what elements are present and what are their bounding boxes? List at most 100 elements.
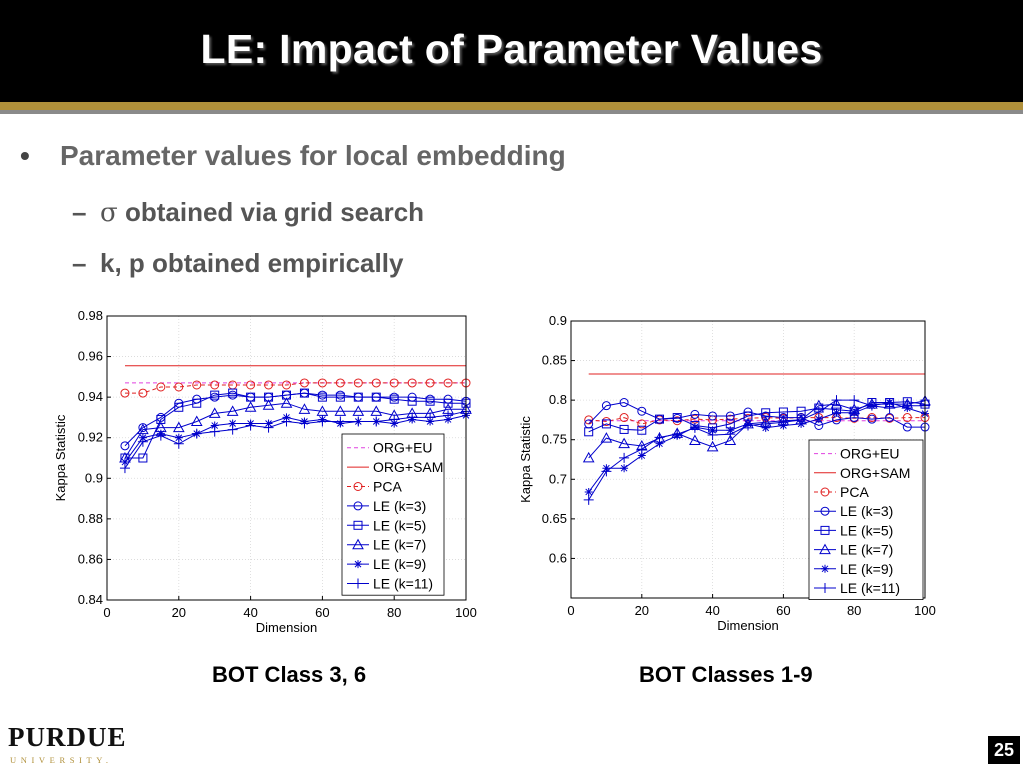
legend-label: LE (k=11)	[840, 580, 900, 596]
marker-square	[655, 414, 664, 424]
legend-label: ORG+EU	[373, 440, 433, 456]
marker-square	[246, 392, 256, 402]
marker-plus	[299, 418, 310, 429]
title-bar	[0, 0, 1023, 102]
marker-plus	[389, 414, 400, 425]
x-tick-label: 0	[567, 603, 574, 618]
marker-circle	[264, 380, 274, 390]
marker-circle	[708, 411, 718, 421]
marker-circle	[299, 378, 309, 388]
marker-circle	[637, 419, 647, 429]
logo-subtitle: UNIVERSITY.	[10, 755, 113, 765]
marker-circle	[619, 413, 629, 423]
marker-plus	[672, 429, 683, 440]
sub-bullet-dash: –	[72, 197, 87, 227]
marker-plus	[263, 422, 274, 433]
marker-plus	[725, 429, 736, 440]
marker-circle	[371, 378, 381, 388]
legend-label: PCA	[373, 479, 402, 495]
y-tick-label: 0.96	[78, 349, 103, 364]
marker-circle	[120, 441, 130, 451]
marker-plus	[636, 444, 647, 455]
marker-circle	[690, 409, 700, 419]
marker-triangle	[190, 415, 203, 426]
legend-label: ORG+EU	[840, 446, 900, 462]
marker-square	[174, 402, 184, 412]
marker-plus	[707, 429, 718, 440]
marker-plus	[820, 583, 830, 593]
marker-square	[584, 427, 594, 437]
x-tick-label: 80	[387, 605, 401, 620]
marker-circle	[156, 382, 166, 392]
marker-circle	[443, 378, 453, 388]
marker-plus	[371, 416, 382, 427]
marker-circle	[335, 378, 345, 388]
marker-triangle	[582, 451, 595, 463]
series-line	[588, 399, 925, 501]
x-tick-label: 40	[705, 603, 719, 618]
x-tick-label: 0	[103, 605, 110, 620]
x-axis-label: Dimension	[256, 620, 317, 635]
axes-box	[570, 320, 926, 599]
marker-plus	[425, 412, 436, 423]
marker-plus	[191, 428, 202, 439]
marker-plus	[884, 403, 895, 414]
marker-plus	[353, 416, 364, 427]
legend-label: ORG+SAM	[373, 459, 443, 475]
series-line	[124, 414, 467, 463]
marker-circle	[210, 380, 220, 390]
marker-circle	[725, 414, 735, 424]
x-tick-label: 100	[455, 605, 477, 620]
marker-circle	[820, 506, 830, 516]
marker-plus	[778, 417, 789, 428]
marker-circle	[317, 378, 327, 388]
title-underline-gold	[0, 102, 1023, 110]
y-tick-label: 0.9	[85, 470, 103, 485]
y-tick-label: 0.7	[549, 471, 567, 486]
marker-plus	[335, 416, 346, 427]
marker-circle	[353, 482, 363, 491]
y-tick-label: 0.8	[549, 392, 567, 407]
y-tick-label: 0.9	[549, 313, 567, 328]
marker-circle	[389, 378, 399, 388]
marker-plus	[619, 452, 630, 463]
marker-circle	[902, 413, 912, 423]
marker-square	[353, 392, 363, 402]
marker-triangle	[137, 423, 149, 435]
marker-square	[353, 520, 363, 530]
marker-triangle	[352, 405, 365, 416]
legend-label: LE (k=9)	[840, 561, 893, 577]
legend-label: LE (k=7)	[840, 542, 893, 558]
marker-plus	[353, 578, 363, 589]
marker-plus	[743, 420, 753, 431]
marker-triangle	[298, 403, 311, 414]
marker-triangle	[262, 399, 275, 410]
y-tick-label: 0.6	[549, 550, 567, 565]
marker-circle	[637, 406, 647, 416]
marker-plus	[583, 494, 594, 505]
marker-plus	[866, 400, 877, 411]
marker-circle	[353, 378, 363, 388]
marker-star	[885, 398, 894, 407]
marker-plus	[654, 432, 665, 443]
chart-right: 0 20 40 60 80 100 0.6 0.65 0.7 0.75 0.8 0.85 0.9 Dime…	[518, 313, 936, 633]
sub-bullet-dash: –	[72, 248, 87, 278]
legend-label: LE (k=9)	[373, 556, 426, 572]
marker-plus	[831, 395, 842, 406]
marker-circle	[820, 487, 830, 497]
marker-plus	[173, 438, 184, 449]
marker-triangle	[689, 434, 701, 446]
marker-square	[371, 392, 381, 402]
legend-label: LE (k=11)	[373, 576, 433, 592]
y-axis-label: Kappa Statistic	[518, 416, 533, 503]
marker-plus	[902, 400, 913, 411]
marker-square	[637, 425, 647, 435]
marker-triangle	[334, 405, 347, 416]
marker-plus	[317, 416, 328, 427]
title-underline-gray	[0, 110, 1023, 114]
marker-star	[655, 439, 664, 448]
legend-label: PCA	[840, 484, 869, 500]
marker-plus	[689, 422, 700, 433]
marker-star	[850, 408, 859, 417]
sub-bullet-kp-text: k, p obtained empirically	[100, 248, 404, 278]
